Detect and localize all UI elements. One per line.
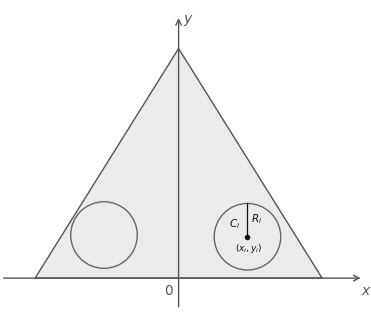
Text: $R_i$: $R_i$ — [252, 212, 263, 226]
Text: y: y — [183, 12, 191, 26]
Text: 0: 0 — [164, 284, 173, 298]
Text: $(x_i,y_i)$: $(x_i,y_i)$ — [235, 243, 262, 255]
Text: x: x — [362, 284, 370, 298]
Polygon shape — [35, 49, 322, 278]
Text: $C_i$: $C_i$ — [229, 217, 240, 231]
